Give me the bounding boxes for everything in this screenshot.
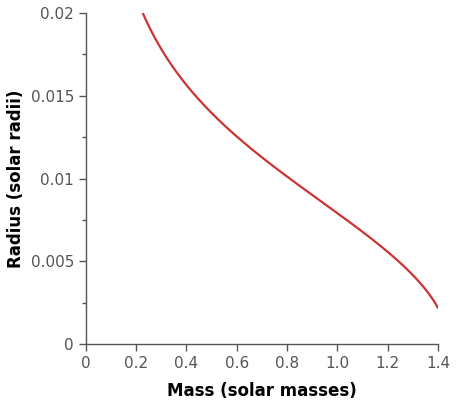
X-axis label: Mass (solar masses): Mass (solar masses) <box>167 382 357 400</box>
Y-axis label: Radius (solar radii): Radius (solar radii) <box>7 90 25 268</box>
